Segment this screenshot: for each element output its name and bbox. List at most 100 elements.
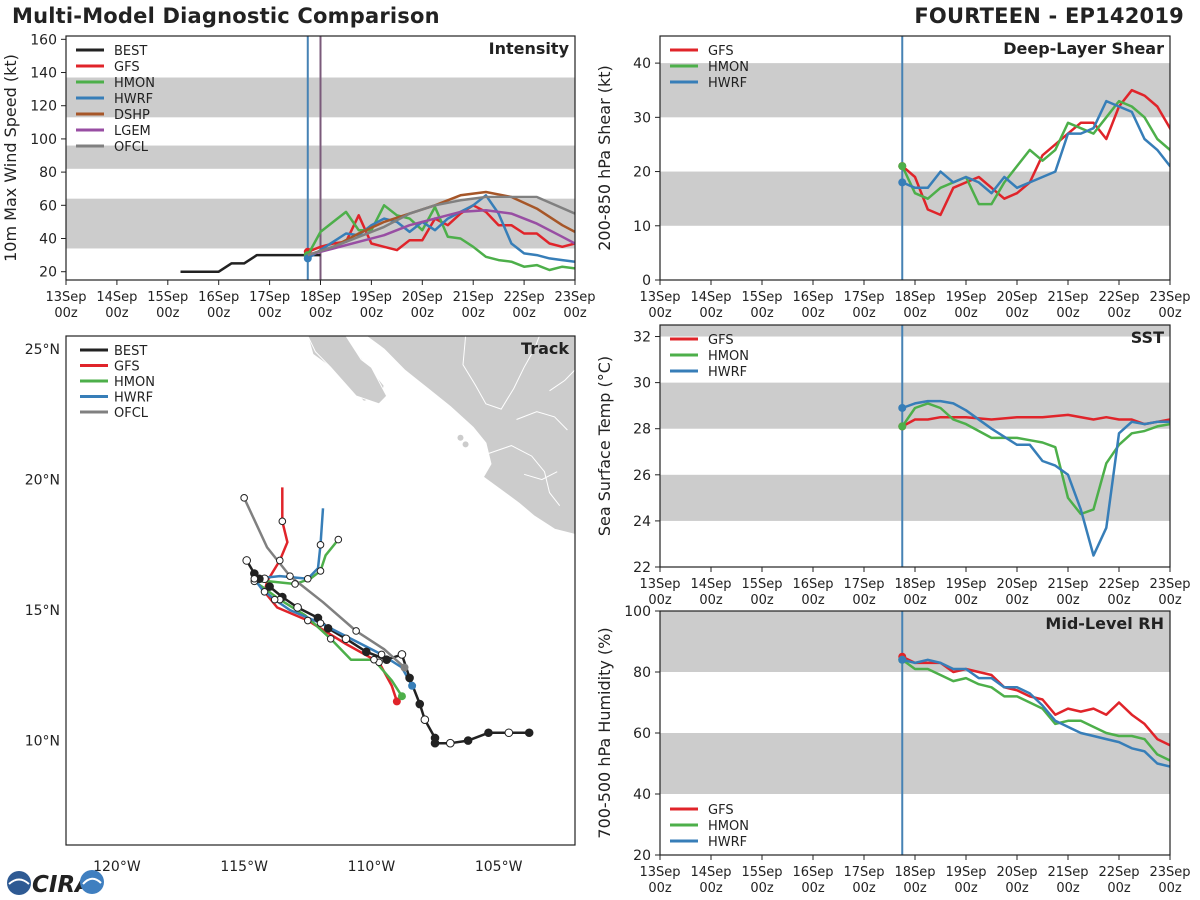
shear-xtick-label: 00z <box>648 306 672 321</box>
sst-panel: 22242628303213Sep00z14Sep00z15Sep00z16Se… <box>595 324 1191 608</box>
shear-ytick-label: 40 <box>633 56 651 72</box>
shear-ytick-label: 30 <box>633 110 651 126</box>
shear-ytick-label: 0 <box>642 273 651 289</box>
intensity-xtick-label: 19Sep <box>351 290 392 305</box>
sst-xtick-label: 00z <box>699 593 723 608</box>
shear-ytick-label: 10 <box>633 219 651 235</box>
intensity-ytick-label: 20 <box>39 265 57 281</box>
rh-xtick-label: 00z <box>750 881 774 896</box>
shear-xtick-label: 16Sep <box>792 290 833 305</box>
intensity-ytick-label: 140 <box>30 66 57 82</box>
track-forecast-point <box>286 572 294 580</box>
sst-xtick-label: 16Sep <box>792 577 833 592</box>
rh-xtick-label: 19Sep <box>945 865 986 880</box>
rh-xtick-label: 22Sep <box>1098 865 1139 880</box>
track-forecast-point <box>370 655 378 664</box>
state-border-0 <box>462 336 540 410</box>
track-best-point <box>405 673 414 683</box>
intensity-xtick-label: 00z <box>258 306 282 321</box>
rh-series-hwrf <box>902 658 1170 768</box>
intensity-ytick-label: 80 <box>39 165 57 181</box>
sst-legend-label-hmon: HMON <box>708 349 749 364</box>
track-best-point <box>463 736 473 745</box>
state-border-2 <box>516 411 568 431</box>
sst-ytick-label: 24 <box>633 514 651 530</box>
track-best-point <box>445 738 455 748</box>
shear-xtick-label: 19Sep <box>945 290 986 305</box>
intensity-frame <box>65 35 576 281</box>
shear-xtick-label: 20Sep <box>996 290 1037 305</box>
shear-xtick-label: 00z <box>1005 306 1029 321</box>
shear-xtick-label: 00z <box>903 306 927 321</box>
track-forecast-point <box>260 588 269 596</box>
intensity-xtick-label: 00z <box>156 306 180 321</box>
intensity-ylabel: 10m Max Wind Speed (kt) <box>1 54 20 262</box>
track-series-hwrf <box>253 508 414 687</box>
intensity-series-group <box>180 190 575 273</box>
rh-panel: 2040608010013Sep00z14Sep00z15Sep00z16Sep… <box>595 604 1191 896</box>
intensity-xtick-label: 16Sep <box>198 290 239 305</box>
shear-band-1 <box>660 63 1170 118</box>
shear-xtick-label: 18Sep <box>894 290 935 305</box>
intensity-ytick-label: 40 <box>39 232 57 248</box>
shear-series-group <box>898 88 1170 217</box>
track-series-gfs <box>263 487 399 702</box>
intensity-series-hmon <box>306 204 575 272</box>
rh-legend-label-hwrf: HWRF <box>708 835 747 850</box>
intensity-legend-label-hwrf: HWRF <box>114 92 153 107</box>
intensity-xtick-label: 17Sep <box>249 290 290 305</box>
rh-xtick-label: 00z <box>648 881 672 896</box>
intensity-series-lgem <box>307 209 575 257</box>
track-forecast-point <box>275 556 284 565</box>
rh-xtick-label: 00z <box>1158 881 1182 896</box>
track-best-point <box>341 634 351 644</box>
shear-legend-label-gfs: GFS <box>708 44 734 59</box>
track-start-point-ofcl <box>400 663 409 672</box>
figure-title: Multi-Model Diagnostic Comparison <box>12 4 440 28</box>
sst-ytick-label: 22 <box>633 560 651 576</box>
sst-xtick-label: 00z <box>852 593 876 608</box>
shear-ytick-label: 20 <box>633 165 651 181</box>
intensity-xtick-label: 14Sep <box>96 290 137 305</box>
sst-series-hwrf <box>901 399 1170 557</box>
track-panel-title: Track <box>521 339 569 358</box>
sst-frame <box>659 324 1171 568</box>
sst-series-hmon <box>901 402 1170 516</box>
sst-series-group <box>898 399 1170 557</box>
shear-xtick-label: 22Sep <box>1098 290 1139 305</box>
rh-xtick-label: 14Sep <box>690 865 731 880</box>
intensity-series-hwrf <box>307 194 575 263</box>
shear-xtick-label: 00z <box>801 306 825 321</box>
rh-xtick-label: 13Sep <box>639 865 680 880</box>
rh-xtick-label: 21Sep <box>1047 865 1088 880</box>
sst-xtick-label: 14Sep <box>690 577 731 592</box>
rh-legend-label-hmon: HMON <box>708 819 749 834</box>
rh-xtick-label: 00z <box>1107 881 1131 896</box>
intensity-xtick-label: 00z <box>207 306 231 321</box>
shear-xtick-label: 00z <box>852 306 876 321</box>
intensity-xtick-label: 20Sep <box>402 290 443 305</box>
track-best-point <box>242 556 251 565</box>
sst-ylabel: Sea Surface Temp (°C) <box>595 356 614 536</box>
rh-legend-label-gfs: GFS <box>708 803 734 818</box>
track-panel: 10°N 15°N 20°N 25°N 120°W 115°W 110°W 105°W Trac… <box>25 335 576 875</box>
shear-xtick-label: 00z <box>954 306 978 321</box>
shear-xtick-label: 00z <box>1158 306 1182 321</box>
shear-panel: 01020304013Sep00z14Sep00z15Sep00z16Sep00… <box>595 35 1191 321</box>
intensity-legend-label-lgem: LGEM <box>114 124 151 139</box>
rh-xtick-label: 16Sep <box>792 865 833 880</box>
track-start-point-gfs <box>392 697 401 706</box>
sst-xtick-label: 15Sep <box>741 577 782 592</box>
intensity-series-best <box>180 253 321 273</box>
sst-start-point-hwrf <box>898 403 907 412</box>
shear-xtick-label: 21Sep <box>1047 290 1088 305</box>
track-best-point <box>293 603 302 612</box>
intensity-legend-label-best: BEST <box>114 44 147 59</box>
sst-series-gfs <box>901 413 1170 428</box>
track-legend-label-hwrf: HWRF <box>114 391 153 406</box>
track-forecast-point <box>316 619 325 627</box>
shear-panel-title: Deep-Layer Shear <box>1003 39 1164 58</box>
csu-logo-icon <box>80 870 104 894</box>
track-forecast-point <box>316 541 325 549</box>
sst-band-2 <box>660 325 1170 337</box>
